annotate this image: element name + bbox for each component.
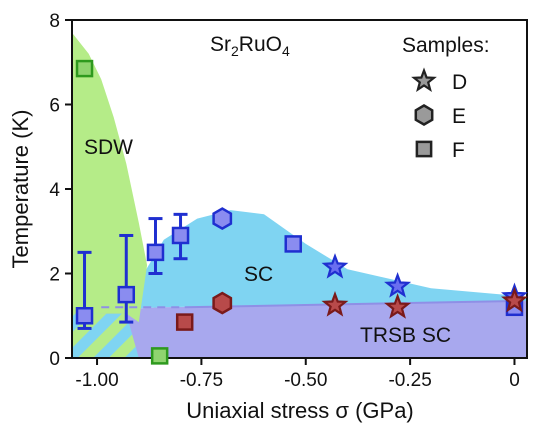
- data-point-hexagon: [212, 291, 233, 315]
- x-tick-label: -0.25: [388, 370, 431, 391]
- x-tick-label: -0.75: [180, 370, 223, 391]
- legend-marker-hexagon: [414, 104, 434, 126]
- data-point-square: [171, 226, 190, 245]
- y-tick-label: 2: [49, 265, 60, 286]
- data-point-star: [321, 253, 349, 279]
- sdw-sc-coexistence-region: [72, 313, 139, 358]
- legend-label-d: D: [452, 71, 467, 94]
- legend: Samples: DEF: [402, 34, 490, 162]
- data-point-square: [150, 347, 169, 365]
- legend-label-f: F: [452, 139, 465, 162]
- data-point-square: [284, 235, 302, 253]
- trsb-boundary-line: [184, 299, 515, 309]
- y-tick-label: 4: [49, 180, 60, 201]
- data-markers: [75, 59, 528, 365]
- data-point-square: [175, 313, 194, 331]
- data-point-square: [75, 59, 94, 78]
- data-point-square: [75, 307, 94, 325]
- x-ticks: -1.00 -0.75 -0.50 -0.25 0: [75, 358, 520, 391]
- region-label-trsb-sc: TRSB SC: [360, 324, 451, 347]
- x-axis-label: Uniaxial stress σ (GPa): [186, 398, 414, 423]
- title-part-ruo: RuO: [239, 33, 282, 56]
- title-sub-2: 2: [231, 43, 239, 59]
- region-label-sdw: SDW: [84, 136, 133, 159]
- y-tick-label: 8: [49, 11, 60, 32]
- x-tick-label: -0.50: [284, 370, 327, 391]
- y-axis-label: Temperature (K): [8, 110, 33, 269]
- data-point-square: [146, 243, 165, 262]
- data-point-star: [384, 272, 412, 298]
- region-label-sc: SC: [244, 263, 273, 286]
- legend-title: Samples:: [402, 34, 490, 57]
- data-point-star: [384, 293, 412, 319]
- legend-marker-star: [411, 67, 437, 93]
- title-sub-4: 4: [282, 43, 290, 59]
- y-tick-label: 0: [49, 349, 60, 370]
- legend-label-e: E: [452, 105, 466, 128]
- y-tick-label: 6: [49, 96, 60, 117]
- data-point-star: [501, 286, 528, 313]
- data-point-square: [117, 285, 136, 304]
- title-part-sr: Sr: [210, 33, 231, 56]
- data-point-hexagon: [212, 207, 233, 231]
- data-point-star: [321, 291, 349, 317]
- x-tick-label: 0: [509, 370, 520, 391]
- chart-title: Sr2RuO4: [210, 33, 290, 59]
- y-ticks: 0 2 4 6 8: [49, 11, 72, 370]
- sdw-region: [72, 32, 148, 323]
- legend-marker-square: [415, 140, 433, 158]
- x-tick-label: -1.00: [75, 370, 118, 391]
